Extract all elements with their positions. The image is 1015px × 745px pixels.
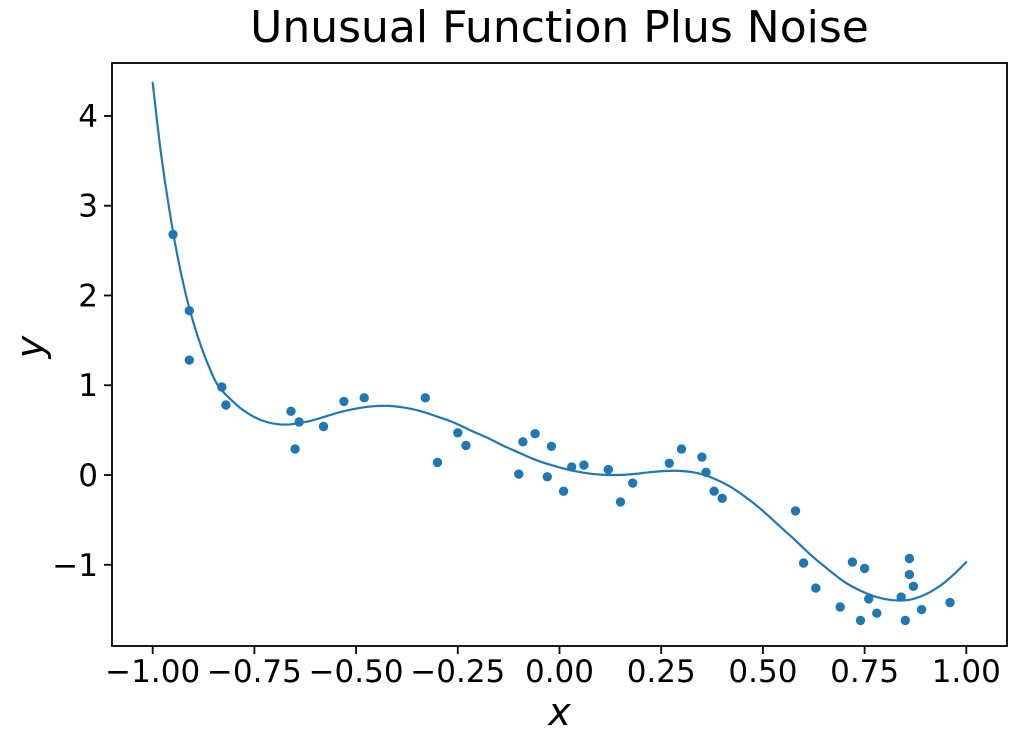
y-tick-label: −1: [52, 548, 98, 584]
scatter-point: [945, 597, 955, 608]
scatter-point: [697, 452, 707, 462]
plot-frame: [111, 62, 1008, 647]
scatter-point: [286, 406, 296, 416]
scatter-point: [318, 421, 329, 432]
scatter-point: [676, 444, 687, 454]
scatter-point: [603, 464, 613, 475]
scatter-point: [855, 615, 866, 626]
scatter-point: [859, 563, 870, 574]
scatter-point: [579, 460, 589, 470]
scatter-point: [790, 506, 801, 516]
scatter-point: [628, 478, 638, 488]
fitted-curve-path: [151, 81, 968, 602]
scatter-point: [546, 441, 557, 451]
scatter-point: [453, 428, 463, 438]
scatter-point: [339, 396, 349, 407]
y-tick-label: 1: [78, 368, 98, 404]
x-tick-label: −0.75: [207, 654, 302, 690]
x-tick-label: −0.50: [309, 654, 404, 690]
scatter-point: [904, 553, 915, 564]
scatter-point: [908, 581, 919, 591]
x-tick-label: −0.25: [410, 654, 505, 690]
scatter-point: [664, 458, 674, 468]
scatter-point: [217, 382, 227, 392]
y-tick-label: 3: [78, 189, 98, 225]
x-tick-label: 0.50: [728, 654, 797, 690]
scatter-point: [359, 393, 369, 403]
scatter-point: [184, 355, 194, 365]
scatter-point: [798, 558, 809, 568]
scatter-point: [872, 608, 882, 618]
scatter-point: [432, 457, 443, 468]
scatter-point: [847, 557, 858, 567]
scatter-point: [811, 583, 821, 593]
y-tick-label: 4: [78, 99, 98, 135]
scatter-point: [709, 486, 719, 496]
scatter-point: [290, 444, 300, 454]
scatter-point: [717, 493, 727, 503]
y-tick-label: 0: [78, 458, 98, 494]
scatter-point: [615, 497, 626, 507]
y-tick-label: 2: [78, 278, 98, 314]
x-tick-label: 0.75: [830, 654, 899, 690]
x-axis-label: x: [548, 690, 571, 734]
scatter-point: [835, 602, 845, 612]
scatter-point: [530, 429, 540, 439]
scatter-point: [420, 393, 430, 403]
scatter-point: [221, 400, 231, 410]
scatter-point: [904, 569, 915, 580]
y-axis-label: y: [8, 335, 52, 359]
scatter-point: [900, 615, 910, 626]
x-tick-label: 1.00: [932, 654, 1001, 690]
scatter-point: [864, 594, 874, 604]
scatter-point: [461, 440, 471, 451]
x-tick-label: −1.00: [105, 654, 200, 690]
chart-title: Unusual Function Plus Noise: [250, 2, 869, 53]
scatter-point: [514, 469, 524, 479]
x-tick-label: 0.25: [627, 654, 696, 690]
scatter-point: [916, 604, 927, 615]
scatter-point: [558, 486, 569, 496]
x-tick-label: 0.00: [525, 654, 594, 690]
scatter-point: [542, 472, 552, 482]
scatter-point: [518, 437, 528, 447]
